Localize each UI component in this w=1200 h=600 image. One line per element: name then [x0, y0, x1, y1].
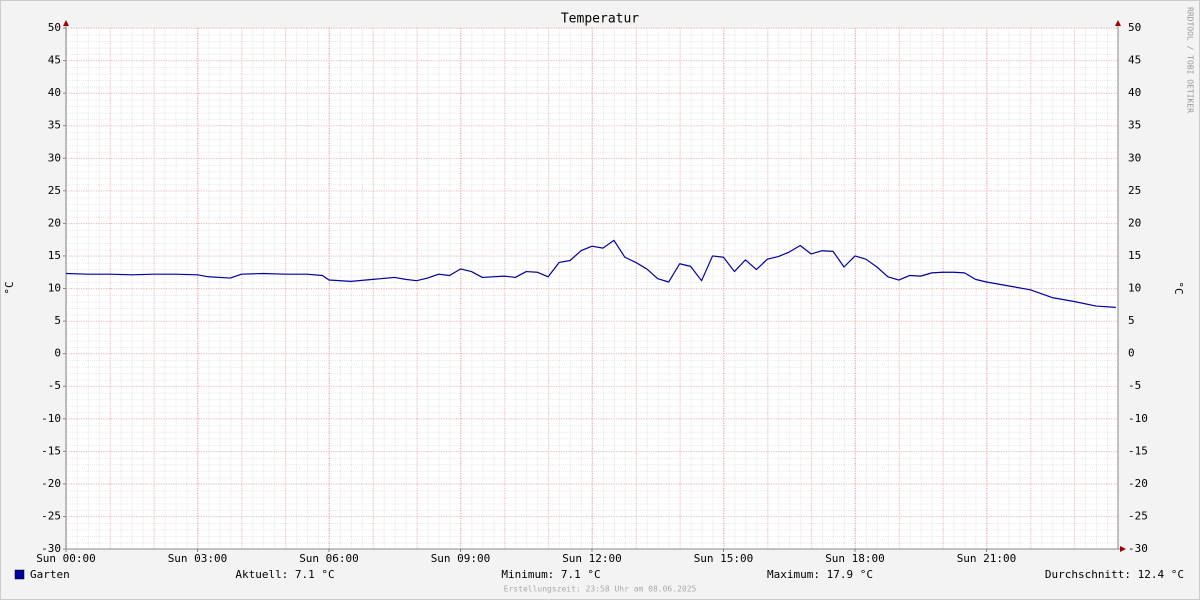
axis-arrow [1120, 546, 1126, 552]
y2-tick-label: 40 [1128, 86, 1141, 99]
y-tick-label: 45 [48, 54, 61, 67]
x-tick-label: Sun 12:00 [562, 552, 622, 565]
y-tick-label: 25 [48, 184, 61, 197]
y-tick-label: 50 [48, 21, 61, 34]
legend-swatch [14, 569, 25, 580]
y2-tick-label: 30 [1128, 151, 1141, 164]
data-line [65, 239, 1116, 308]
stat-current: Aktuell: 7.1 °C [235, 568, 334, 581]
y2-tick-label: -20 [1128, 477, 1148, 490]
y-tick-label: 0 [54, 347, 61, 360]
footer: Erstellungszeit: 23:58 Uhr am 08.06.2025 [504, 585, 697, 594]
y2-tick-label: 45 [1128, 54, 1141, 67]
y-tick-label: -10 [41, 412, 61, 425]
y2-tick-label: -25 [1128, 509, 1148, 522]
y-tick-label: 30 [48, 151, 61, 164]
axis-arrow [1115, 20, 1121, 26]
y-tick-label: -5 [48, 379, 61, 392]
y2-tick-label: -5 [1128, 379, 1141, 392]
x-tick-label: Sun 18:00 [825, 552, 885, 565]
y2-tick-label: 50 [1128, 21, 1141, 34]
x-tick-label: Sun 15:00 [694, 552, 754, 565]
chart-title: Temperatur [561, 12, 639, 27]
y-tick-label: -25 [41, 509, 61, 522]
x-tick-label: Sun 06:00 [299, 552, 359, 565]
y-tick-label: 5 [54, 314, 61, 327]
y2-axis-label: °C [1172, 281, 1185, 294]
y2-tick-label: 20 [1128, 216, 1141, 229]
axis-arrow [63, 20, 69, 26]
stat-maximum: Maximum: 17.9 °C [767, 568, 873, 581]
y2-tick-label: 5 [1128, 314, 1135, 327]
y-tick-label: 35 [48, 119, 61, 132]
y-axis-label: °C [3, 281, 16, 294]
y2-tick-label: 25 [1128, 184, 1141, 197]
y-tick-label: 40 [48, 86, 61, 99]
y-tick-label: -15 [41, 444, 61, 457]
y-tick-label: 20 [48, 216, 61, 229]
stat-average: Durchschnitt: 12.4 °C [1045, 568, 1184, 581]
y2-tick-label: -15 [1128, 444, 1148, 457]
x-tick-label: Sun 09:00 [431, 552, 491, 565]
x-tick-label: Sun 21:00 [957, 552, 1017, 565]
y-tick-label: 10 [48, 282, 61, 295]
legend-label: Garten [30, 568, 70, 581]
y-tick-label: -20 [41, 477, 61, 490]
y2-tick-label: 35 [1128, 119, 1141, 132]
y2-tick-label: 10 [1128, 282, 1141, 295]
y2-tick-label: -30 [1128, 542, 1148, 555]
y2-tick-label: -10 [1128, 412, 1148, 425]
stat-minimum: Minimum: 7.1 °C [501, 568, 600, 581]
watermark: RRDTOOL / TOBI OETIKER [1186, 7, 1195, 113]
y2-tick-label: 0 [1128, 347, 1135, 360]
x-tick-label: Sun 00:00 [36, 552, 96, 565]
x-tick-label: Sun 03:00 [168, 552, 228, 565]
y-tick-label: 15 [48, 249, 61, 262]
y-tick-label: -30 [41, 542, 61, 555]
y2-tick-label: 15 [1128, 249, 1141, 262]
